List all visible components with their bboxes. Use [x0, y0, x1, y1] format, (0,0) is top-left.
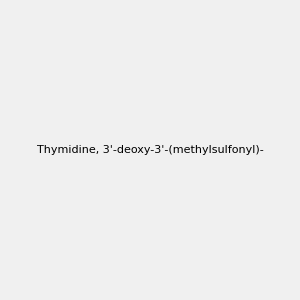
Text: Thymidine, 3'-deoxy-3'-(methylsulfonyl)-: Thymidine, 3'-deoxy-3'-(methylsulfonyl)- [37, 145, 263, 155]
